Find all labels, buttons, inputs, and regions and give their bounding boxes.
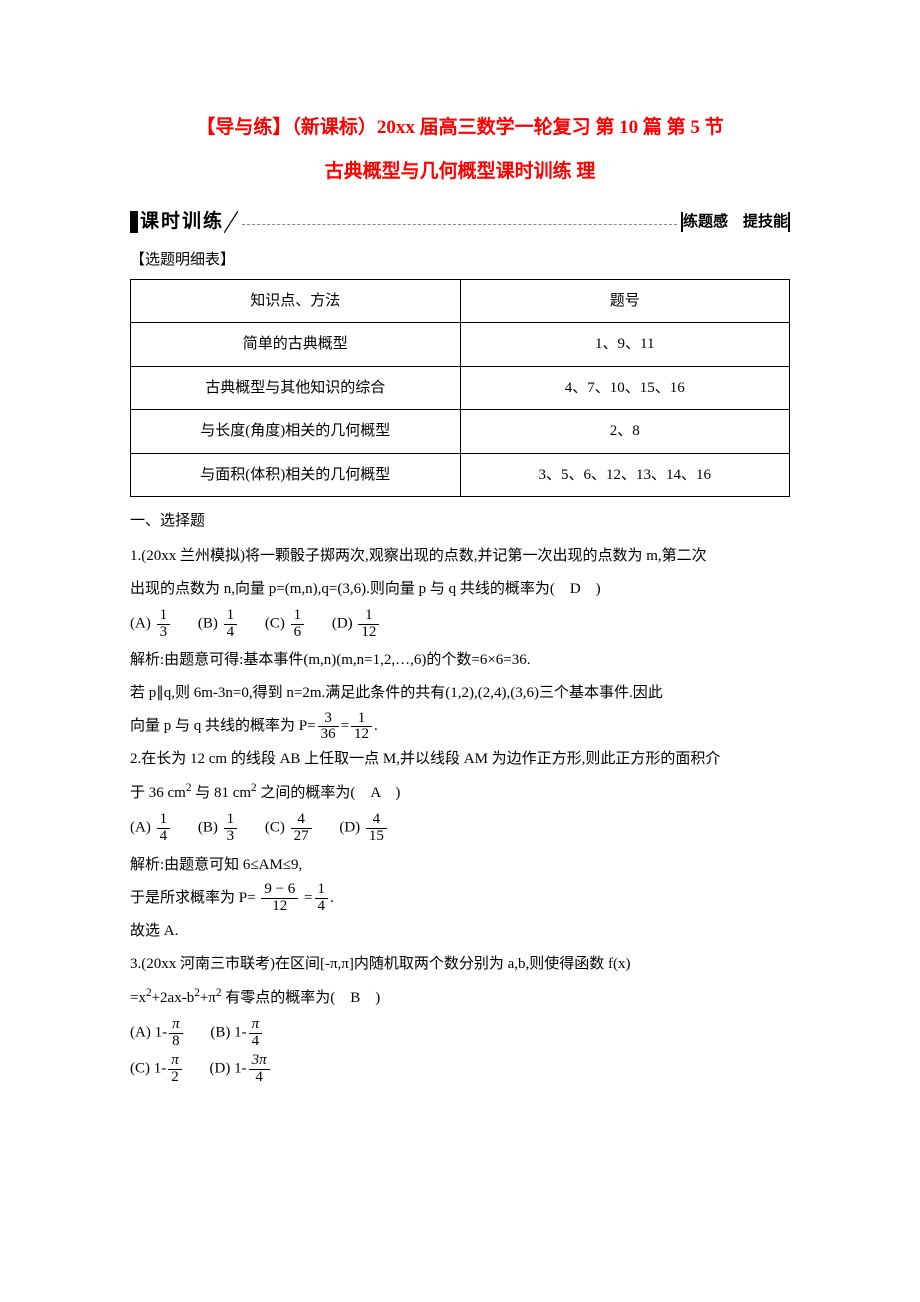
cell: 古典概型与其他知识的综合	[131, 366, 461, 410]
table-row: 知识点、方法 题号	[131, 279, 790, 323]
q2-opt-a: (A) 14	[130, 812, 172, 845]
opt-label: (C)	[265, 820, 285, 836]
heading-bar-end	[788, 212, 790, 232]
q1-stem-b: 出现的点数为 n,向量 p=(m,n),q=(3,6).则向量 p 与 q 共线…	[130, 573, 790, 606]
opt-label: (B)	[210, 1024, 230, 1040]
fraction: 415	[366, 812, 387, 845]
fraction: 14	[315, 882, 329, 915]
q1-sol-c: 向量 p 与 q 共线的概率为 P=336=112.	[130, 710, 790, 743]
section-label: 一、选择题	[130, 507, 790, 536]
q1-opt-a: (A) 13	[130, 608, 172, 641]
title-line1: 【导与练】（新课标）20xx 届高三数学一轮复习 第 10 篇 第 5 节	[130, 110, 790, 146]
fraction: π4	[249, 1017, 263, 1050]
table-row: 简单的古典概型 1、9、11	[131, 323, 790, 367]
q2-opt-c: (C) 427	[265, 812, 314, 845]
opt-label: (C)	[130, 1061, 150, 1077]
q1-opt-d: (D) 112	[332, 608, 382, 641]
q2-stem-a: 2.在长为 12 cm 的线段 AB 上任取一点 M,并以线段 AM 为边作正方…	[130, 743, 790, 776]
q2-sol-c: 故选 A.	[130, 915, 790, 948]
q3-opt-b: (B) 1-π4	[210, 1017, 264, 1050]
heading-bar-left	[130, 211, 138, 233]
heading-left-text: 课时训练	[140, 204, 224, 240]
q1-stem-a: 1.(20xx 兰州模拟)将一颗骰子掷两次,观察出现的点数,并记第一次出现的点数…	[130, 540, 790, 573]
opt-label: (C)	[265, 615, 285, 631]
q3-opt-a: (A) 1-π8	[130, 1017, 185, 1050]
table-row: 古典概型与其他知识的综合 4、7、10、15、16	[131, 366, 790, 410]
fraction: 16	[291, 608, 305, 641]
q3-opt-c: (C) 1-π2	[130, 1053, 184, 1086]
section-heading: 课时训练 练题感 提技能	[130, 204, 790, 240]
fraction: 14	[157, 812, 171, 845]
fraction: 14	[224, 608, 238, 641]
cell: 1、9、11	[460, 323, 790, 367]
opt-label: (A)	[130, 820, 151, 836]
q1-opt-c: (C) 16	[265, 608, 306, 641]
q3-stem-b: =x2+2ax-b2+π2 有零点的概率为( B )	[130, 981, 790, 1015]
index-table: 知识点、方法 题号 简单的古典概型 1、9、11 古典概型与其他知识的综合 4、…	[130, 279, 790, 498]
index-caption: 【选题明细表】	[130, 246, 790, 275]
opt-label: (D)	[332, 615, 353, 631]
fraction: 13	[224, 812, 238, 845]
cell: 简单的古典概型	[131, 323, 461, 367]
fraction: π2	[168, 1053, 182, 1086]
q1-options: (A) 13 (B) 14 (C) 16 (D) 112	[130, 608, 790, 641]
heading-right-text: 练题感 提技能	[683, 208, 788, 237]
cell: 2、8	[460, 410, 790, 454]
col-header: 知识点、方法	[131, 279, 461, 323]
opt-label: (A)	[130, 1024, 151, 1040]
opt-label: (D)	[210, 1061, 231, 1077]
q2-options: (A) 14 (B) 13 (C) 427 (D) 415	[130, 812, 790, 845]
q3-options-row1: (A) 1-π8 (B) 1-π4	[130, 1017, 790, 1050]
table-row: 与长度(角度)相关的几何概型 2、8	[131, 410, 790, 454]
q1-sol-b: 若 p∥q,则 6m-3n=0,得到 n=2m.满足此条件的共有(1,2),(2…	[130, 677, 790, 710]
fraction: 336	[318, 711, 339, 744]
fraction: 427	[291, 812, 312, 845]
diagonal-icon	[224, 211, 238, 233]
fraction: 112	[358, 608, 379, 641]
q1-sol-a: 解析:由题意可得:基本事件(m,n)(m,n=1,2,…,6)的个数=6×6=3…	[130, 644, 790, 677]
q2-opt-b: (B) 13	[198, 812, 239, 845]
fraction: π8	[169, 1017, 183, 1050]
fraction: 112	[351, 711, 372, 744]
cell: 3、5、6、12、13、14、16	[460, 453, 790, 497]
q3-options-row2: (C) 1-π2 (D) 1-3π4	[130, 1053, 790, 1086]
cell: 与面积(体积)相关的几何概型	[131, 453, 461, 497]
cell: 4、7、10、15、16	[460, 366, 790, 410]
opt-label: (B)	[198, 615, 218, 631]
q2-sol-a: 解析:由题意可知 6≤AM≤9,	[130, 849, 790, 882]
q3-stem-a: 3.(20xx 河南三市联考)在区间[-π,π]内随机取两个数分别为 a,b,则…	[130, 948, 790, 981]
q3-opt-d: (D) 1-3π4	[210, 1053, 272, 1086]
opt-label: (A)	[130, 615, 151, 631]
dotted-line	[242, 224, 677, 225]
table-row: 与面积(体积)相关的几何概型 3、5、6、12、13、14、16	[131, 453, 790, 497]
fraction: 13	[157, 608, 171, 641]
fraction: 9 − 612	[261, 882, 298, 915]
q1-opt-b: (B) 14	[198, 608, 239, 641]
q2-stem-b: 于 36 cm2 与 81 cm2 之间的概率为( A )	[130, 776, 790, 810]
cell: 与长度(角度)相关的几何概型	[131, 410, 461, 454]
col-header: 题号	[460, 279, 790, 323]
opt-label: (D)	[339, 820, 360, 836]
q2-opt-d: (D) 415	[339, 812, 389, 845]
fraction: 3π4	[249, 1053, 270, 1086]
q2-sol-b: 于是所求概率为 P= 9 − 612 =14.	[130, 882, 790, 915]
opt-label: (B)	[198, 820, 218, 836]
title-line2: 古典概型与几何概型课时训练 理	[130, 154, 790, 190]
